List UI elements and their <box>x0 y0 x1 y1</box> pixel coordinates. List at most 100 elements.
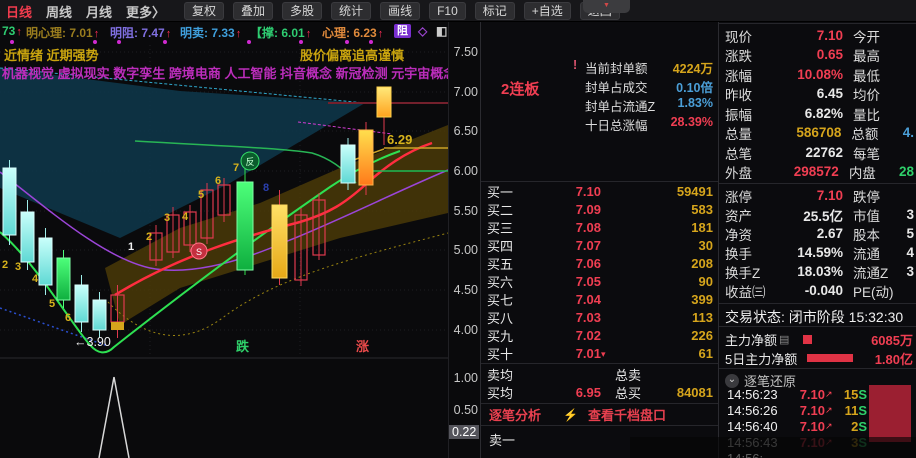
divider <box>481 403 718 404</box>
indicator-item: 73↑ <box>2 24 22 38</box>
axis-tick: 6.50 <box>453 124 478 138</box>
board-stat-row: ! 当前封单额 4224万 <box>573 58 713 76</box>
resistance-badge: 阻 <box>394 24 411 38</box>
quote-row: 换手 14.59% 流通 4 <box>725 245 914 262</box>
quote-row: 总量 586708 总额 4. <box>725 125 914 142</box>
blue-dashed-curve <box>0 307 109 347</box>
board-stat-row: 十日总涨幅 28.39% <box>585 115 713 133</box>
board-stat-row: 封单占流通Z 1.83% <box>585 96 713 114</box>
tick-list-header[interactable]: ⌄ 逐笔还原 <box>725 371 796 390</box>
svg-text:7: 7 <box>233 162 239 174</box>
axis-tick: 5.50 <box>453 204 478 218</box>
mark-button[interactable]: 标记 <box>474 2 515 20</box>
bid-row-3[interactable]: 买三 7.08 181 <box>487 219 713 236</box>
half-square-icon[interactable]: ◧ <box>436 24 448 38</box>
tab-daily[interactable]: 日线 <box>6 4 33 20</box>
chevron-down-icon: ⌄ <box>725 373 739 388</box>
bid-row-8[interactable]: 买八 7.03 113 <box>487 309 713 326</box>
tab-monthly[interactable]: 月线 <box>86 4 113 20</box>
quote-row: 换手Z 18.03% 流通Z 3 <box>725 264 914 281</box>
tab-more[interactable]: 更多〉 <box>126 4 166 20</box>
collapse-panel-button[interactable]: ▼ <box>583 0 630 13</box>
axis-tick: 5.00 <box>453 243 478 257</box>
up-arrow-icon: ↑ <box>377 28 384 40</box>
bid-row-6[interactable]: 买六 7.05 90 <box>487 273 713 290</box>
bid-row-9[interactable]: 买九 7.02 226 <box>487 327 713 344</box>
price-tag-label: 6.29 <box>387 132 412 147</box>
period-tabs: 日线 周线 月线 更多〉 <box>6 0 165 22</box>
f10-button[interactable]: F10 <box>429 2 466 20</box>
quote-row: 现价 7.10 今开 <box>725 28 880 45</box>
thousand-depth-link[interactable]: 查看千档盘口 <box>587 408 666 423</box>
axis-tick: 4.50 <box>453 283 478 297</box>
svg-text:S: S <box>196 247 202 257</box>
channel-top-line <box>0 67 366 104</box>
stats-button[interactable]: 统计 <box>331 2 372 20</box>
sentiment-note-left: 近情绪 近期强势 <box>4 48 99 63</box>
bid-row-5[interactable]: 买五 7.06 208 <box>487 255 713 272</box>
up-arrow-icon: ↑ <box>235 28 242 40</box>
axis-tick: 7.50 <box>453 45 478 59</box>
divider <box>719 23 916 24</box>
marker-dot <box>369 40 373 44</box>
marker-dot <box>345 40 349 44</box>
svg-text:2: 2 <box>146 231 152 243</box>
tick-row: 14:56:40 7.10 ↗ 2S <box>727 418 867 434</box>
down-candles <box>2 160 125 338</box>
axis-tick: 6.00 <box>453 164 478 178</box>
svg-text:3: 3 <box>164 212 170 224</box>
marker-dot <box>163 40 167 44</box>
tick-analysis-link[interactable]: 逐笔分析 <box>489 408 542 423</box>
tick-up-arrow-icon: ↗ <box>825 388 833 399</box>
buy-average-row: 买均 6.95 总买 84081 <box>487 385 713 401</box>
divider <box>481 181 718 182</box>
up-candles <box>149 86 392 286</box>
indicator-item: 明卖: 7.33↑ <box>180 26 242 40</box>
bid-row-1[interactable]: 买一 7.10 59491 <box>487 183 713 200</box>
svg-text:1: 1 <box>128 241 134 253</box>
tick-volume-block <box>869 385 911 442</box>
order-book-panel: 2连板 ! 当前封单额 4224万 封单占成交 0.10倍 封单占流通Z 1.8… <box>480 0 718 458</box>
quote-row: 净资 2.67 股本 5 <box>725 226 914 243</box>
indicator-item: 心理: 6.23↑ <box>322 26 384 40</box>
indicator-item: 明心理: 7.01↑ <box>26 26 100 40</box>
bid-row-2[interactable]: 买二 7.09 583 <box>487 201 713 218</box>
marker-dot <box>10 40 14 44</box>
upper-channel-band <box>0 68 365 238</box>
five-day-funds-row[interactable]: 5日主力净额 1.80亿 <box>725 351 913 367</box>
draw-line-button[interactable]: 画线 <box>380 2 421 20</box>
indicator-value-bar: 73↑ 明心理: 7.01↑ 明阻: 7.47↑ 明卖: 7.33↑ 【撑: 6… <box>0 23 448 41</box>
diamond-icon[interactable]: ◇ <box>418 24 428 38</box>
toolbar-buttons: 复权 叠加 多股 统计 画线 F10 标记 +自选 返回 <box>184 2 620 20</box>
price-axis: 7.50 7.00 6.50 6.00 5.50 5.00 4.50 4.00 … <box>448 0 480 458</box>
sentiment-note-right: 股价偏离追高谨慎 <box>300 48 405 63</box>
svg-text:4: 4 <box>182 211 189 223</box>
divider <box>719 326 916 327</box>
indicator-item: 明阻: 7.47↑ <box>110 26 172 40</box>
bid-row-7[interactable]: 买七 7.04 399 <box>487 291 713 308</box>
purple-ma-line <box>0 169 448 271</box>
axis-tick: 4.00 <box>453 323 478 337</box>
quote-row: 昨收 6.45 均价 <box>725 86 880 103</box>
main-funds-row[interactable]: 主力净额 ▤ 6085万 <box>725 332 913 348</box>
bid-row-4[interactable]: 买四 7.07 30 <box>487 237 713 254</box>
axis-tick: 0.50 <box>453 403 478 417</box>
svg-text:4: 4 <box>32 273 39 285</box>
multi-stock-button[interactable]: 多股 <box>282 2 323 20</box>
rise-label: 涨 <box>355 339 369 354</box>
quote-row: 涨跌 0.65 最高 <box>725 47 880 64</box>
add-watchlist-button[interactable]: +自选 <box>523 2 571 20</box>
candlestick-chart[interactable]: 2 3 4 5 6 1 2 3 4 5 6 7 8 反 S 6.29 ←3.90… <box>0 22 448 458</box>
market-status: 交易状态: 闭市阶段 15:32:30 <box>725 309 904 325</box>
bid-row-10[interactable]: 买十 7.01 ▾ 61 <box>487 345 713 362</box>
rebound-badge-icon: 反 <box>240 151 260 171</box>
quote-row: 收益㈢ -0.040 PE(动) <box>725 283 894 300</box>
quote-row: 振幅 6.82% 量比 <box>725 106 880 123</box>
sell-badge-icon: S <box>190 242 208 260</box>
funds-bar-wide <box>807 354 854 362</box>
adjust-button[interactable]: 复权 <box>184 2 225 20</box>
overlay-button[interactable]: 叠加 <box>233 2 274 20</box>
divider <box>719 303 916 304</box>
tab-weekly[interactable]: 周线 <box>46 4 73 20</box>
